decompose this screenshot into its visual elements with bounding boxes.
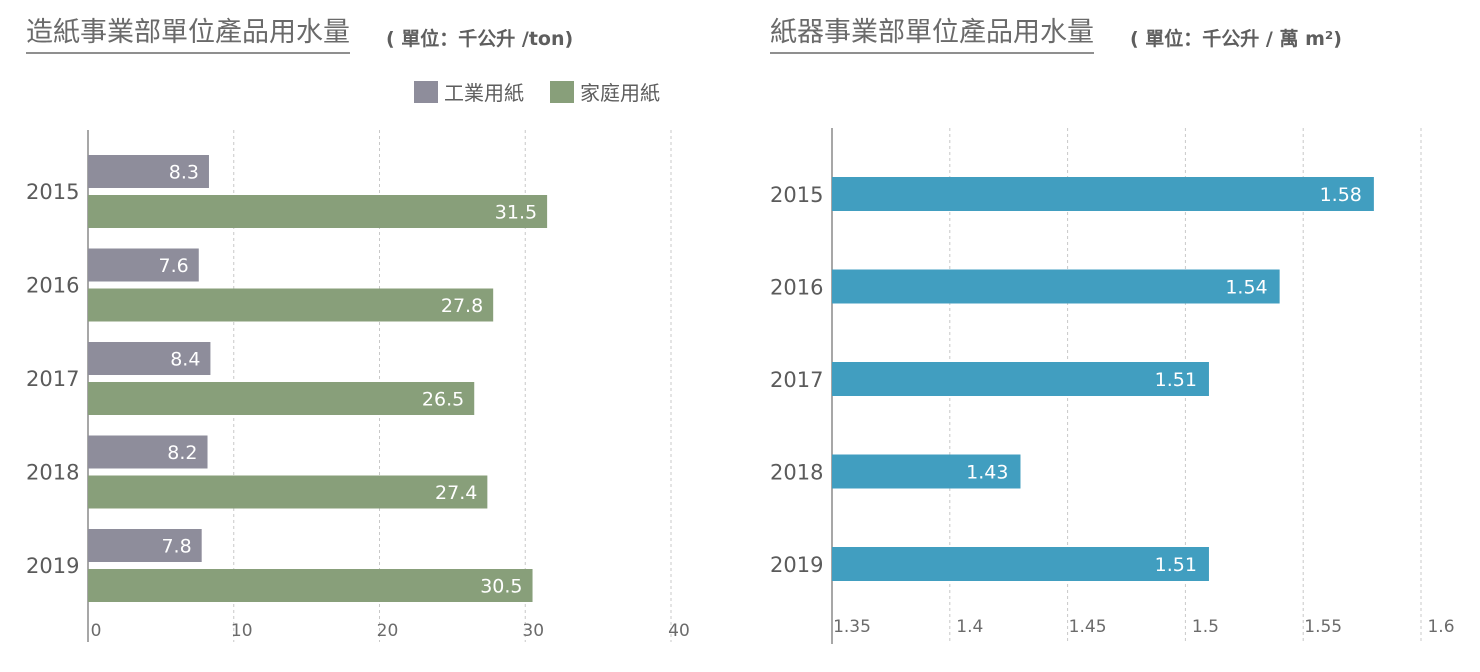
bar-value-label: 8.2 [167, 442, 197, 464]
left-chart-unit: ( 單位：千公升 /ton) [386, 28, 574, 50]
right-x-tick-label: 1.55 [1304, 617, 1342, 637]
industrial-bar [88, 342, 211, 375]
right-y-category-label: 2016 [770, 276, 823, 300]
bar-value-label: 26.5 [422, 389, 464, 411]
right-x-tick-label: 1.45 [1069, 617, 1107, 637]
right-chart-unit: ( 單位：千公升 / 萬 m²) [1130, 28, 1342, 50]
household-bar [88, 382, 475, 415]
bar-value-label: 30.5 [480, 576, 522, 598]
industrial-bar [88, 248, 199, 282]
left-x-tick-label: 40 [668, 621, 690, 641]
household-bar [88, 195, 548, 228]
right-x-tick-label: 1.6 [1427, 617, 1454, 637]
bar-value-label: 1.51 [1155, 369, 1197, 391]
bar-value-label: 1.43 [966, 462, 1008, 484]
left-chart-legend: 工業用紙 家庭用紙 [414, 77, 660, 106]
bar-value-label: 1.58 [1320, 184, 1362, 206]
left-x-tick-label: 30 [522, 621, 544, 641]
bar-value-label: 1.54 [1225, 277, 1267, 299]
carton-bar [832, 177, 1374, 211]
carton-bar [832, 362, 1209, 396]
left-x-tick-label: 0 [91, 621, 102, 641]
legend-swatch-household [550, 80, 574, 103]
left-y-category-label: 2016 [26, 274, 79, 298]
right-y-category-label: 2018 [770, 461, 823, 485]
carton-bar [832, 547, 1209, 581]
right-x-tick-label: 1.5 [1192, 617, 1219, 637]
right-y-category-label: 2015 [770, 183, 823, 207]
left-y-category-label: 2018 [26, 461, 79, 485]
legend-label-household: 家庭用紙 [580, 81, 660, 105]
bar-value-label: 8.3 [169, 162, 199, 184]
carton-bar [832, 454, 1021, 489]
legend-swatch-industrial [414, 80, 438, 103]
left-chart-title: 造紙事業部單位產品用水量 [26, 16, 350, 54]
bar-value-label: 7.6 [159, 255, 189, 277]
legend-label-industrial: 工業用紙 [444, 81, 524, 105]
bar-value-label: 7.8 [161, 536, 191, 558]
right-x-tick-label: 1.4 [956, 617, 983, 637]
carton-bar [832, 269, 1280, 304]
right-y-category-label: 2019 [770, 553, 823, 577]
industrial-bar [88, 435, 208, 469]
bar-value-label: 31.5 [495, 202, 537, 224]
legend-item-industrial: 工業用紙 [414, 77, 524, 106]
bar-value-label: 8.4 [170, 349, 200, 371]
right-y-category-label: 2017 [770, 368, 823, 392]
industrial-bar [88, 155, 209, 188]
left-y-category-label: 2019 [26, 554, 79, 578]
bar-value-label: 27.8 [441, 295, 483, 317]
right-chart-title: 紙器事業部單位產品用水量 [770, 16, 1094, 54]
industrial-bar [88, 529, 202, 562]
left-x-tick-label: 20 [377, 621, 399, 641]
left-x-tick-label: 10 [231, 621, 253, 641]
bar-value-label: 1.51 [1155, 554, 1197, 576]
household-bar [88, 475, 488, 509]
bar-value-label: 27.4 [435, 482, 477, 504]
right-x-tick-label: 1.35 [833, 617, 871, 637]
household-bar [88, 569, 533, 602]
household-bar [88, 288, 494, 322]
legend-item-household: 家庭用紙 [550, 77, 660, 106]
left-y-category-label: 2015 [26, 180, 79, 204]
left-y-category-label: 2017 [26, 367, 79, 391]
